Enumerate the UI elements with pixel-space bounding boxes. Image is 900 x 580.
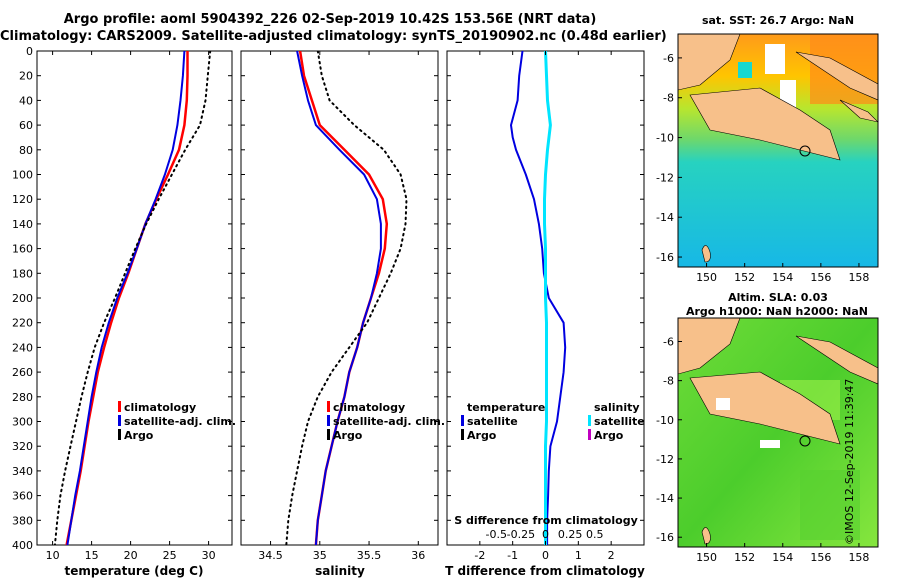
- y-tick-label: 280: [12, 391, 33, 404]
- map-y-tick-label: -14: [656, 492, 674, 505]
- legend-sal-satellite: satellite: [594, 415, 645, 428]
- temperature-legend: climatology satellite-adj. clim. Argo: [118, 401, 236, 442]
- difference-xlabel: T difference from climatology: [445, 564, 645, 578]
- map-y-tick-label: -14: [656, 211, 674, 224]
- x-tick-label: -1: [507, 549, 518, 562]
- x-tick-label: 30: [202, 549, 216, 562]
- y-tick-label: 100: [12, 169, 33, 182]
- map-x-tick-label: 156: [810, 271, 831, 284]
- series-line-salinity-satellite: [543, 51, 552, 545]
- legend-satellite: satellite-adj. clim.: [124, 415, 236, 428]
- x-tick-label: 25: [163, 549, 177, 562]
- x-tick-label: 35: [313, 549, 327, 562]
- y-tick-label: 200: [12, 292, 33, 305]
- salinity-panel: [240, 50, 439, 546]
- s-difference-label: S difference from climatology: [454, 514, 638, 527]
- temperature-panel: [36, 50, 233, 546]
- s-tick-label: -0.5: [486, 528, 507, 541]
- map-y-tick-label: -8: [663, 375, 674, 388]
- map-y-tick-label: -16: [656, 251, 674, 264]
- s-tick-label: 0.25: [558, 528, 583, 541]
- map-y-tick-label: -12: [656, 171, 674, 184]
- s-tick-label: 0.5: [586, 528, 604, 541]
- y-tick-label: 140: [12, 218, 33, 231]
- sst-map-title: sat. SST: 26.7 Argo: NaN: [701, 14, 855, 27]
- y-tick-label: 360: [12, 490, 33, 503]
- legend-argo: Argo: [333, 429, 363, 442]
- map-y-tick-label: -12: [656, 453, 674, 466]
- legend-temp-argo: Argo: [467, 429, 497, 442]
- y-tick-label: 340: [12, 465, 33, 478]
- y-tick-label: 40: [19, 94, 33, 107]
- legend-argo: Argo: [124, 429, 154, 442]
- legend-temp-satellite: satellite: [467, 415, 518, 428]
- sla-map: [678, 318, 878, 547]
- y-tick-label: 120: [12, 193, 33, 206]
- y-tick-label: 180: [12, 267, 33, 280]
- series-line-satellite-adj-clim-: [66, 51, 186, 545]
- y-tick-label: 240: [12, 341, 33, 354]
- x-tick-label: 15: [85, 549, 99, 562]
- map-x-tick-label: 158: [848, 551, 869, 564]
- legend-satellite: satellite-adj. clim.: [333, 415, 445, 428]
- chart-title-line2: Climatology: CARS2009. Satellite-adjuste…: [0, 29, 667, 44]
- y-tick-label: 0: [26, 45, 33, 58]
- argo-position-marker: [799, 435, 811, 447]
- y-tick-label: 400: [12, 539, 33, 552]
- map-x-tick-label: 154: [772, 271, 793, 284]
- series-line-satellite-adj-clim-: [296, 51, 382, 545]
- x-tick-label: 34.5: [258, 549, 283, 562]
- map-x-tick-label: 156: [810, 551, 831, 564]
- sla-map-title: Altim. SLA: 0.03: [728, 291, 828, 304]
- y-tick-label: 380: [12, 514, 33, 527]
- x-tick-label: 10: [46, 549, 60, 562]
- y-tick-label: 20: [19, 70, 33, 83]
- y-tick-label: 160: [12, 243, 33, 256]
- imos-timestamp: ©IMOS 12-Sep-2019 11:39:47: [843, 378, 856, 545]
- x-tick-label: -2: [474, 549, 485, 562]
- legend-sal-argo: Argo: [594, 429, 624, 442]
- x-tick-label: 35.5: [357, 549, 382, 562]
- map-y-tick-label: -6: [663, 335, 674, 348]
- x-tick-label: 0: [542, 549, 549, 562]
- map-y-tick-label: -16: [656, 531, 674, 544]
- sla-map-subtitle: Argo h1000: NaN h2000: NaN: [685, 305, 869, 318]
- map-y-tick-label: -10: [656, 414, 674, 427]
- s-tick-label: -0.25: [507, 528, 535, 541]
- legend-temperature-title: temperature: [467, 401, 545, 414]
- map-x-tick-label: 154: [772, 551, 793, 564]
- map-x-tick-label: 150: [696, 271, 717, 284]
- map-x-tick-label: 152: [734, 271, 755, 284]
- argo-position-marker: [799, 145, 811, 157]
- y-tick-label: 320: [12, 440, 33, 453]
- y-tick-label: 300: [12, 416, 33, 429]
- legend-salinity-title: salinity: [594, 401, 640, 414]
- map-y-tick-label: -6: [663, 52, 674, 65]
- s-tick-label: 0: [542, 528, 549, 541]
- legend-climatology: climatology: [124, 401, 196, 414]
- x-tick-label: 20: [124, 549, 138, 562]
- map-x-tick-label: 152: [734, 551, 755, 564]
- map-y-tick-label: -8: [663, 92, 674, 105]
- salinity-xlabel: salinity: [315, 564, 365, 578]
- salinity-legend: climatology satellite-adj. clim. Argo: [327, 401, 445, 442]
- x-tick-label: 36: [411, 549, 425, 562]
- y-tick-label: 60: [19, 119, 33, 132]
- sst-map: [678, 34, 878, 267]
- x-tick-label: 1: [575, 549, 582, 562]
- legend-climatology: climatology: [333, 401, 405, 414]
- y-tick-label: 220: [12, 317, 33, 330]
- series-line-argo: [285, 51, 408, 545]
- map-x-tick-label: 150: [696, 551, 717, 564]
- y-tick-label: 80: [19, 144, 33, 157]
- x-tick-label: 2: [608, 549, 615, 562]
- map-y-tick-label: -10: [656, 132, 674, 145]
- series-line-argo: [53, 51, 212, 545]
- y-tick-label: 260: [12, 366, 33, 379]
- temperature-xlabel: temperature (deg C): [65, 564, 204, 578]
- chart-title-line1: Argo profile: aoml 5904392_226 02-Sep-20…: [63, 12, 597, 27]
- difference-legend: temperature satellite Argo salinity sate…: [461, 401, 645, 442]
- map-x-tick-label: 158: [848, 271, 869, 284]
